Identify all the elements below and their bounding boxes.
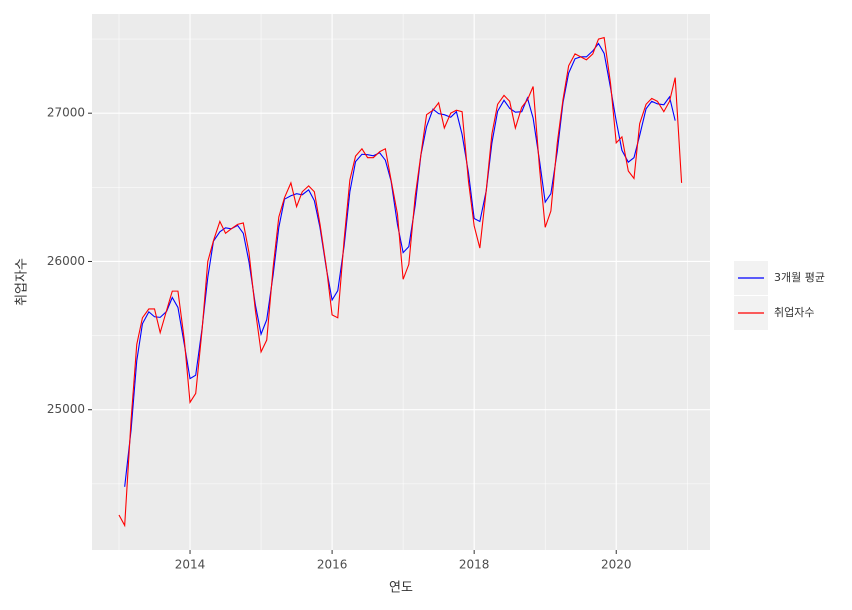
panel bbox=[92, 14, 710, 550]
y-axis-title: 취업자수 bbox=[15, 258, 30, 306]
y-tick-label: 27000 bbox=[47, 106, 85, 120]
series-line bbox=[124, 42, 676, 487]
x-axis-title: 연도 bbox=[389, 581, 413, 596]
lines bbox=[118, 36, 683, 528]
grid bbox=[92, 14, 710, 550]
x-tick-label: 2016 bbox=[317, 558, 348, 572]
y-tick-label: 26000 bbox=[47, 254, 85, 268]
x-tick-label: 2020 bbox=[601, 558, 632, 572]
series-line bbox=[118, 36, 683, 528]
y-tick-label: 25000 bbox=[47, 402, 85, 416]
x-tick-label: 2014 bbox=[175, 558, 206, 572]
x-tick-label: 2018 bbox=[459, 558, 490, 572]
legend-label: 취업자수 bbox=[774, 306, 814, 319]
legend-label: 3개월 평균 bbox=[774, 271, 825, 284]
